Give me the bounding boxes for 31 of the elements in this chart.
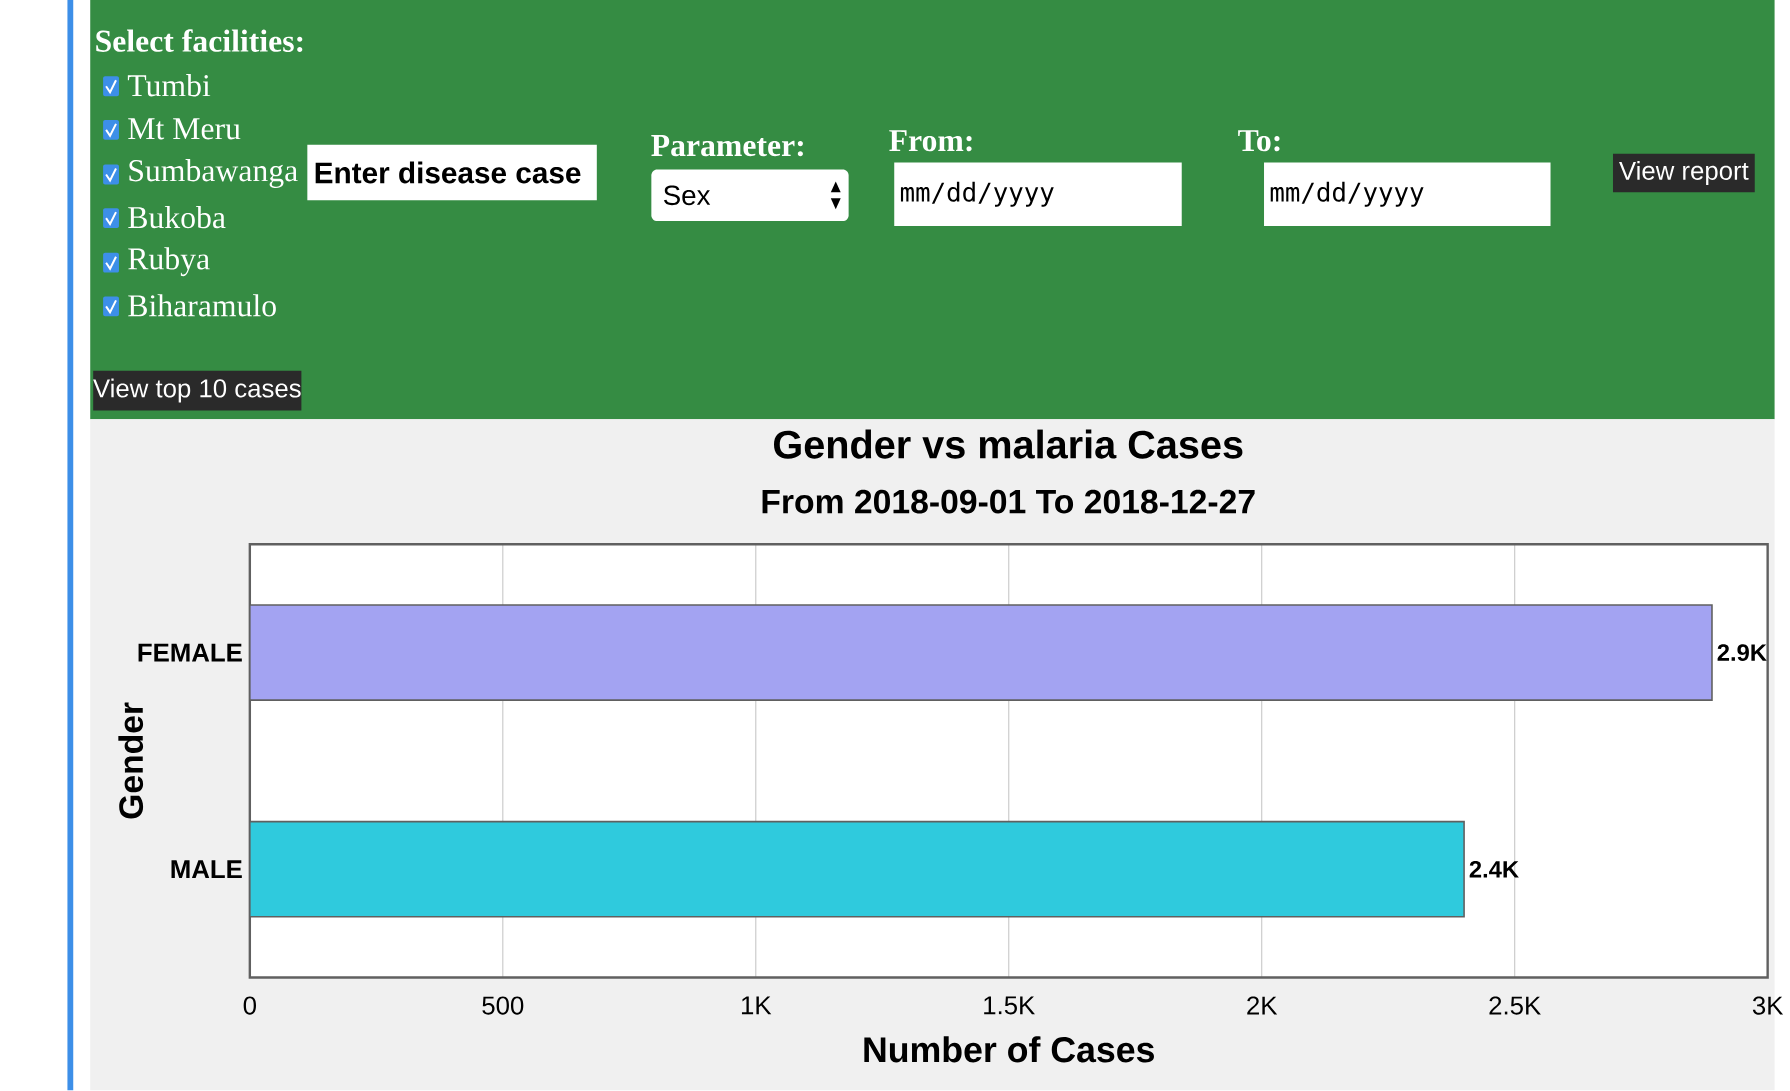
y-tick-label: MALE [171,860,242,879]
x-tick-label: 500 [482,996,524,1015]
text: mm/dd/yyyy [1270,182,1424,207]
text: Tumbi [127,74,211,97]
y-tick-label: FEMALE [138,643,242,662]
x-tick-label: 0 [243,996,257,1015]
text: Mt Meru [128,118,241,140]
x-tick-label: 1.5K [984,996,1035,1015]
data-label: 2.4K [1469,861,1519,878]
text: To: [1238,130,1280,152]
text: Rubya [128,247,210,277]
text: Enter disease case [315,161,581,184]
x-tick-label: 2K [1247,996,1278,1015]
text: Parameter: [651,135,803,157]
text: mm/dd/yyyy [900,182,1054,207]
x-axis-title: Number of Cases [864,1036,1154,1063]
x-tick-label: 2.5K [1489,996,1541,1015]
text: From: [889,130,972,152]
x-tick-label: 1K [741,996,772,1015]
text: Bukoba [128,206,226,229]
text: Select facilities: [96,29,303,53]
text: Sumbawanga [129,159,298,189]
y-axis-title: Gender [118,702,144,819]
data-label: 2.9K [1717,644,1767,662]
chart-title: Gender vs malaria Cases [773,429,1243,459]
text: Sex [663,185,711,206]
text: View report [1619,161,1749,186]
chart-subtitle: From 2018-09-01 To 2018-12-27 [762,489,1255,514]
text: Biharamulo [128,294,276,317]
x-tick-label: 3K [1752,996,1784,1015]
text: View top 10 cases [93,378,301,403]
